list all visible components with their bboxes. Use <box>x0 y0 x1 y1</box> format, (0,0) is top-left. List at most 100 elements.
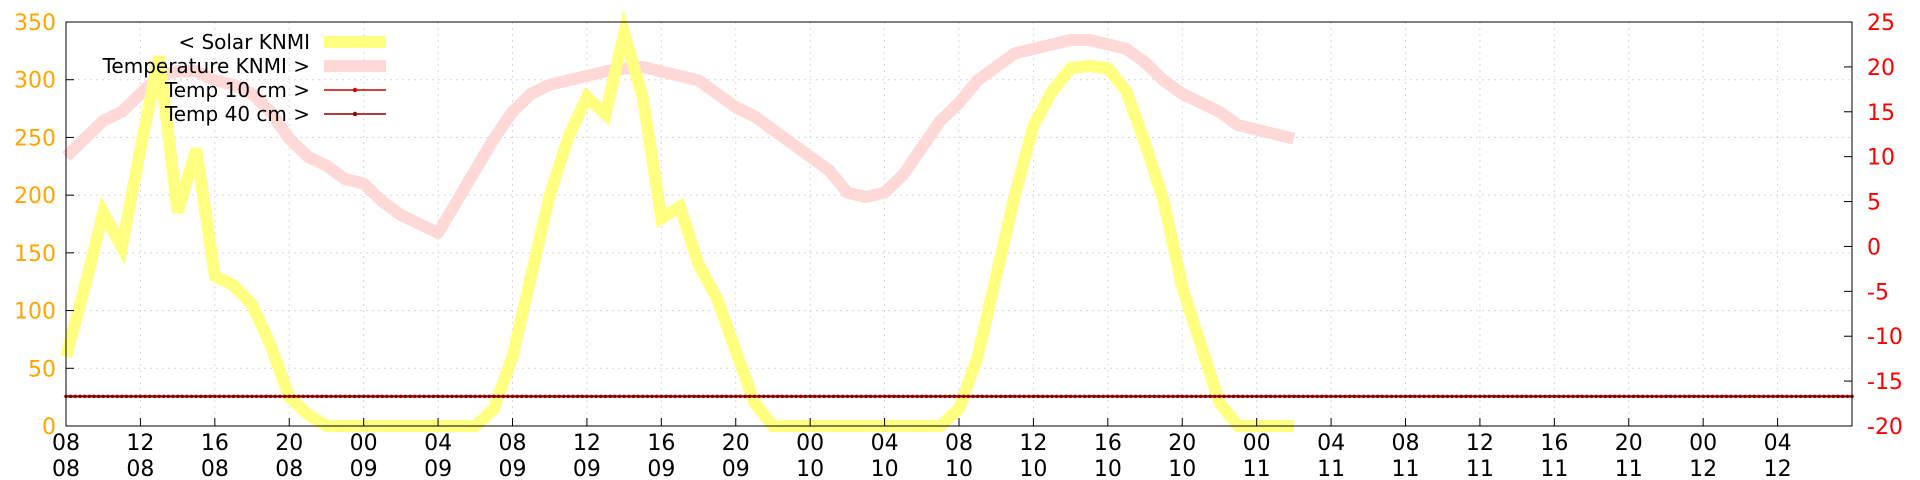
temp-point <box>640 394 645 399</box>
temp-point <box>357 394 361 399</box>
temp-point <box>385 394 389 399</box>
temp-point <box>240 394 245 399</box>
temp-point <box>87 394 92 399</box>
y-tick-label-left: 200 <box>14 184 56 209</box>
temp-point <box>1473 394 1478 399</box>
temp-point <box>1175 394 1180 399</box>
temp-point <box>115 394 119 399</box>
x-tick-label-hour: 12 <box>126 431 154 456</box>
temp-point <box>1603 394 1608 399</box>
temp-point <box>245 394 250 399</box>
temp-point <box>873 394 878 399</box>
temp-point <box>882 394 887 399</box>
temp-point <box>1459 394 1464 399</box>
temp-point <box>1840 394 1845 399</box>
temp-point <box>1245 394 1250 399</box>
x-tick-label-hour: 00 <box>350 431 378 456</box>
temp-point <box>734 394 738 399</box>
temp-point <box>510 394 515 399</box>
temp-point <box>1696 394 1701 399</box>
series-layer <box>60 9 1854 432</box>
temp-point <box>1054 394 1059 399</box>
temp-point <box>199 394 203 399</box>
temp-point <box>659 394 664 399</box>
temp-point <box>1106 394 1110 399</box>
temp-point <box>1557 394 1561 399</box>
y-tick-label-right: 0 <box>1867 235 1881 260</box>
temp-point <box>334 394 338 399</box>
temp-point <box>557 394 561 399</box>
temp-point <box>780 394 785 399</box>
temp-point <box>143 394 147 399</box>
temp-point <box>1575 394 1580 399</box>
temp-point <box>710 394 715 399</box>
x-tick-label-day: 10 <box>1019 457 1047 480</box>
x-tick-label-hour: 04 <box>1764 431 1792 456</box>
temp-point <box>924 394 929 399</box>
temp-point <box>1240 394 1245 399</box>
temp-point <box>440 394 445 399</box>
x-tick-label-hour: 16 <box>201 431 229 456</box>
temp-point <box>506 394 510 399</box>
temp-point <box>1733 394 1738 399</box>
temp-point <box>552 394 557 399</box>
temp-point <box>1394 394 1398 399</box>
temp-point <box>180 394 185 399</box>
temp-point <box>1133 394 1138 399</box>
temp-point <box>947 394 952 399</box>
temp-point <box>101 394 105 399</box>
temp-point <box>817 394 822 399</box>
temp-point <box>938 394 943 399</box>
temp-point <box>213 394 217 399</box>
temp-point <box>515 394 519 399</box>
temp-point <box>459 394 464 399</box>
temp-point <box>845 394 850 399</box>
temp-point <box>1385 394 1389 399</box>
temp-point <box>1594 394 1598 399</box>
temp-point <box>1147 394 1152 399</box>
temp-point <box>236 394 240 399</box>
temp-point <box>185 394 189 399</box>
temp-point <box>1468 394 1473 399</box>
x-tick-label-day: 11 <box>1392 457 1420 480</box>
temp-point <box>1687 394 1691 399</box>
temp-point <box>799 394 803 399</box>
temp-point <box>292 394 296 399</box>
temp-point <box>589 394 594 399</box>
temp-point <box>1185 394 1189 399</box>
temp-point <box>617 394 622 399</box>
y-tick-label-left: 350 <box>14 11 56 36</box>
y-tick-label-left: 150 <box>14 242 56 267</box>
temp-point <box>1324 394 1329 399</box>
temp-point <box>1040 394 1045 399</box>
temp-point <box>543 394 547 399</box>
x-tick-label-hour: 00 <box>796 431 824 456</box>
y-tick-label-left: 300 <box>14 69 56 94</box>
x-tick-label-day: 09 <box>424 457 452 480</box>
temp-point <box>157 394 161 399</box>
x-tick-label-day: 09 <box>722 457 750 480</box>
legend-item-temp40-marker <box>352 111 358 117</box>
temp-point <box>892 394 896 399</box>
temp-point <box>929 394 933 399</box>
temp-point <box>250 394 254 399</box>
temp-point <box>650 394 654 399</box>
temp-point <box>831 394 836 399</box>
x-tick-label-hour: 12 <box>1019 431 1047 456</box>
temp-point <box>1668 394 1673 399</box>
temp-point <box>1506 394 1510 399</box>
temp-point <box>306 394 310 399</box>
temp-point <box>73 394 78 399</box>
temp-point <box>1775 394 1780 399</box>
temp-point <box>1552 394 1557 399</box>
temp-point <box>1417 394 1422 399</box>
temp-point <box>1794 394 1798 399</box>
temp-point <box>1059 394 1064 399</box>
temp-point <box>1236 394 1240 399</box>
temp-point <box>1254 394 1259 399</box>
temp-point <box>827 394 831 399</box>
temp-point <box>96 394 101 399</box>
temp-point <box>324 394 329 399</box>
temp-point <box>920 394 924 399</box>
temp-point <box>538 394 543 399</box>
